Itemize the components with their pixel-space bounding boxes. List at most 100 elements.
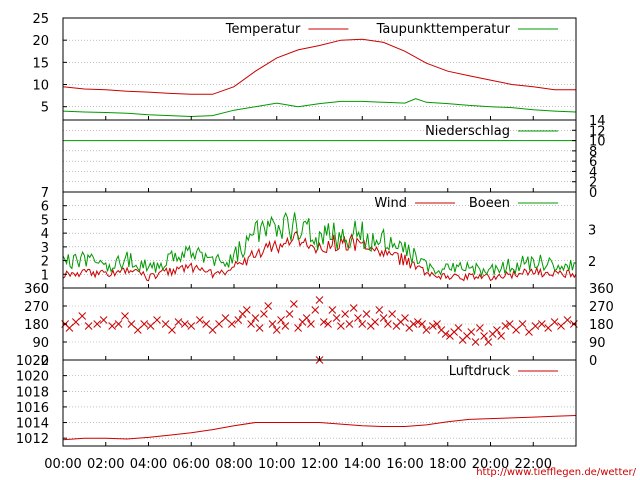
direction-marker [93,320,102,328]
direction-marker [251,314,260,322]
direction-marker [324,320,332,328]
y-tick-label: 0 [41,354,49,369]
y-tick-label: 5 [41,213,49,228]
x-axis: 00:00 02:00 04:00 06:00 08:00 10:00 12:00 14:00… [44,116,552,472]
series-group [61,296,578,364]
x-tick-label: 00:00 [44,457,81,472]
direction-marker [228,320,236,328]
y-tick-label: 0 [41,282,49,297]
direction-marker [195,316,204,324]
direction-marker [550,318,559,326]
panel-frame [62,287,577,361]
direction-marker [99,316,108,324]
direction-marker [422,326,431,334]
y-tick-label: 1018 [16,385,49,400]
direction-marker [221,314,230,322]
direction-marker [281,322,290,330]
legend-label: Temperatur [225,22,301,37]
direction-marker [501,322,510,330]
x-tick-label: 10:00 [258,457,295,472]
direction-marker [497,332,506,340]
direction-marker [311,306,320,314]
y-tick-label-right: 12 [589,124,606,139]
direction-marker [153,316,161,324]
direction-marker [242,306,251,314]
direction-marker [433,320,441,328]
y-tick-label-right: 360 [589,282,614,297]
direction-marker [180,320,189,328]
y-tick-label-right: 3 [588,223,596,238]
y-tick-label-right: 14 [589,114,606,129]
direction-marker [127,320,136,328]
y-tick-label: 25 [32,12,49,27]
direction-marker [121,312,129,320]
direction-marker [354,314,362,322]
direction-marker [272,326,281,334]
series-line-taupunkttemperatur [62,98,577,118]
y-tick-label: 1020 [16,370,49,385]
direction-marker [518,320,527,328]
y-tick-label-right: 0 [589,354,597,369]
series-line-luftdruck [62,415,577,441]
direction-marker [454,324,463,332]
y-tick-label-right: 2 [589,176,597,191]
direction-marker [384,320,392,328]
y-tick-label: 10 [32,79,49,94]
x-tick-label: 16:00 [386,457,423,472]
direction-marker [307,320,315,328]
direction-marker [319,318,328,326]
direction-marker [345,320,354,328]
direction-marker [531,322,540,330]
direction-marker [285,310,294,318]
direction-marker [255,324,264,332]
direction-marker [471,338,480,346]
direction-marker [187,322,196,330]
direction-marker [114,320,123,328]
y-tick-label: 15 [32,56,49,71]
direction-marker [168,326,176,334]
direction-marker [441,330,450,338]
y-tick-label-right: 180 [589,318,614,333]
direction-marker [302,314,311,322]
direction-marker [505,320,514,328]
direction-marker [332,314,341,322]
direction-marker [108,322,117,330]
series-group [62,211,577,282]
direction-marker [208,326,217,334]
direction-marker [268,320,277,328]
y-tick-label-right: 2 [588,255,596,270]
direction-marker [260,310,268,318]
y-tick-label: 1 [41,268,49,283]
x-tick-label: 14:00 [344,457,381,472]
panel-1: 5 10 15 20 25 Taupunkttemperatur Temperatur [32,12,577,121]
direction-marker [537,320,546,328]
legend-label: Taupunkttemperatur [376,22,511,37]
series-line-boeen [62,211,577,278]
direction-marker [215,320,223,328]
legend-label: Wind [374,196,407,211]
y-tick-label-right: 90 [589,336,606,351]
y-tick-label-right: 6 [589,155,597,170]
direction-marker [544,324,553,332]
direction-marker [264,302,273,310]
y-tick-label: 3 [41,241,49,256]
direction-marker [289,300,298,308]
direction-marker [234,316,243,324]
direction-marker [277,316,285,324]
y-tick-label: 1016 [16,401,49,416]
y-tick-label: 180 [24,318,49,333]
direction-marker [413,318,422,326]
direction-marker [480,332,488,340]
y-tick-label: 1022 [16,354,49,369]
direction-marker [475,324,484,332]
direction-marker [388,310,397,318]
direction-marker [371,318,379,326]
direction-marker [202,320,211,328]
y-tick-label: 1014 [16,417,49,432]
direction-marker [341,310,350,318]
y-tick-label: 6 [41,200,49,215]
y-tick-label: 1012 [16,432,49,447]
